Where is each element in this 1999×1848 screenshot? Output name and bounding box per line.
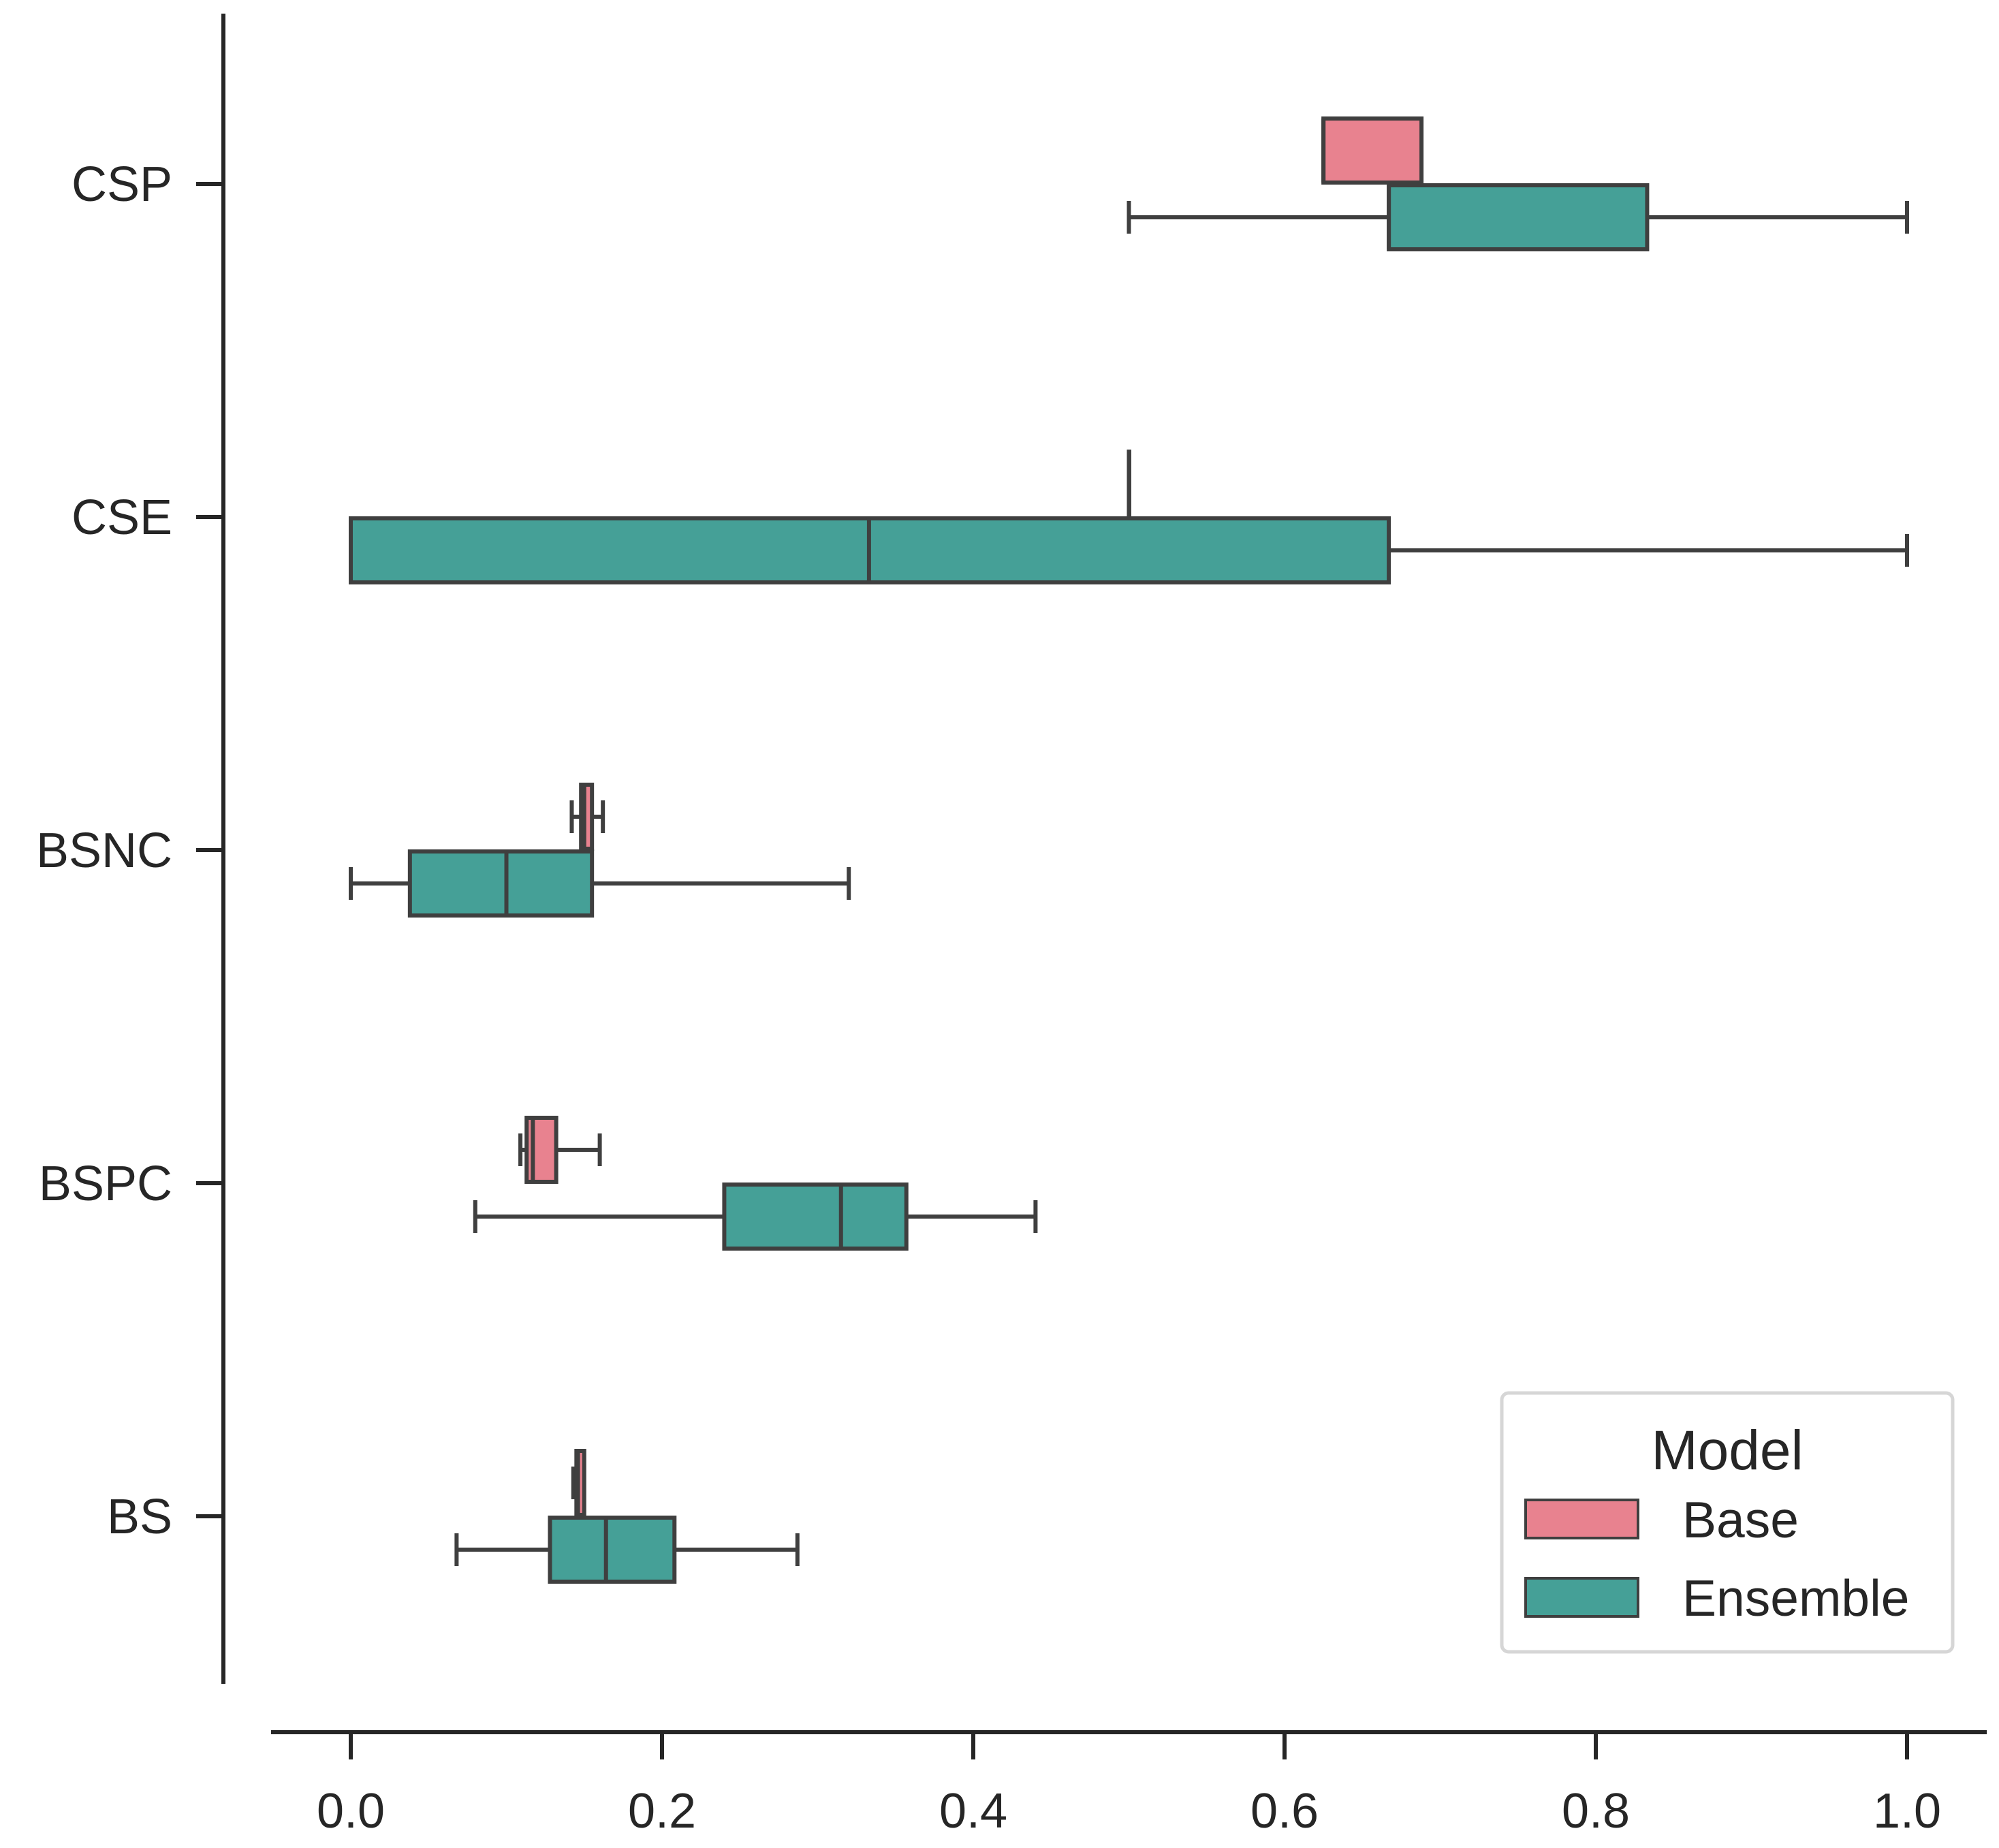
box-base-bs <box>571 1449 586 1517</box>
box-ensemble-csp <box>1127 183 1909 251</box>
x-tick-label-5: 1.0 <box>1873 1784 1941 1838</box>
iqr-box-ensemble-bsnc <box>407 849 595 918</box>
y-tick-label-bsnc: BSNC <box>36 824 172 878</box>
y-tick-label-bspc: BSPC <box>39 1157 172 1211</box>
box-ensemble-bsnc <box>349 849 851 918</box>
x-tick-label-2: 0.4 <box>939 1784 1007 1838</box>
box-ensemble-bs <box>454 1516 800 1584</box>
axes: CSP CSE BSNC BSPC BS 0.0 0.2 0.4 0.6 0.8 1.0 <box>36 14 1987 1838</box>
box-ensemble-cse <box>349 516 1909 584</box>
y-tick-label-csp: CSP <box>72 157 172 212</box>
x-tick-label-4: 0.8 <box>1562 1784 1630 1838</box>
iqr-box-ensemble-bs <box>548 1516 677 1584</box>
box-base-csp <box>1321 116 1424 185</box>
legend-entries: Base Ensemble <box>1524 1491 1910 1627</box>
box-base-bspc <box>518 1116 602 1184</box>
y-tick-label-bs: BS <box>107 1490 172 1544</box>
legend-swatch-base <box>1524 1499 1639 1539</box>
y-axis-ticks: CSP CSE BSNC BSPC BS <box>36 157 223 1544</box>
iqr-box-ensemble-bspc <box>722 1183 909 1251</box>
iqr-box-ensemble-csp <box>1387 183 1650 251</box>
x-tick-label-3: 0.6 <box>1250 1784 1319 1838</box>
y-tick-label-cse: CSE <box>72 490 172 545</box>
box-ensemble-bspc <box>473 1183 1038 1251</box>
x-axis-ticks: 0.0 0.2 0.4 0.6 0.8 1.0 <box>317 1732 1941 1838</box>
box-base-cse <box>1127 450 1131 518</box>
plot-area <box>349 116 1909 1584</box>
legend: Model Base Ensemble <box>1500 1391 1955 1654</box>
iqr-box-base-csp <box>1321 116 1424 185</box>
x-tick-label-1: 0.2 <box>628 1784 696 1838</box>
legend-swatch-ensemble <box>1524 1577 1639 1618</box>
legend-label-base: Base <box>1682 1491 1799 1548</box>
box-base-bsnc <box>569 783 605 851</box>
x-tick-label-0: 0.0 <box>317 1784 385 1838</box>
legend-title: Model <box>1651 1420 1803 1482</box>
legend-label-ensemble: Ensemble <box>1682 1569 1910 1627</box>
